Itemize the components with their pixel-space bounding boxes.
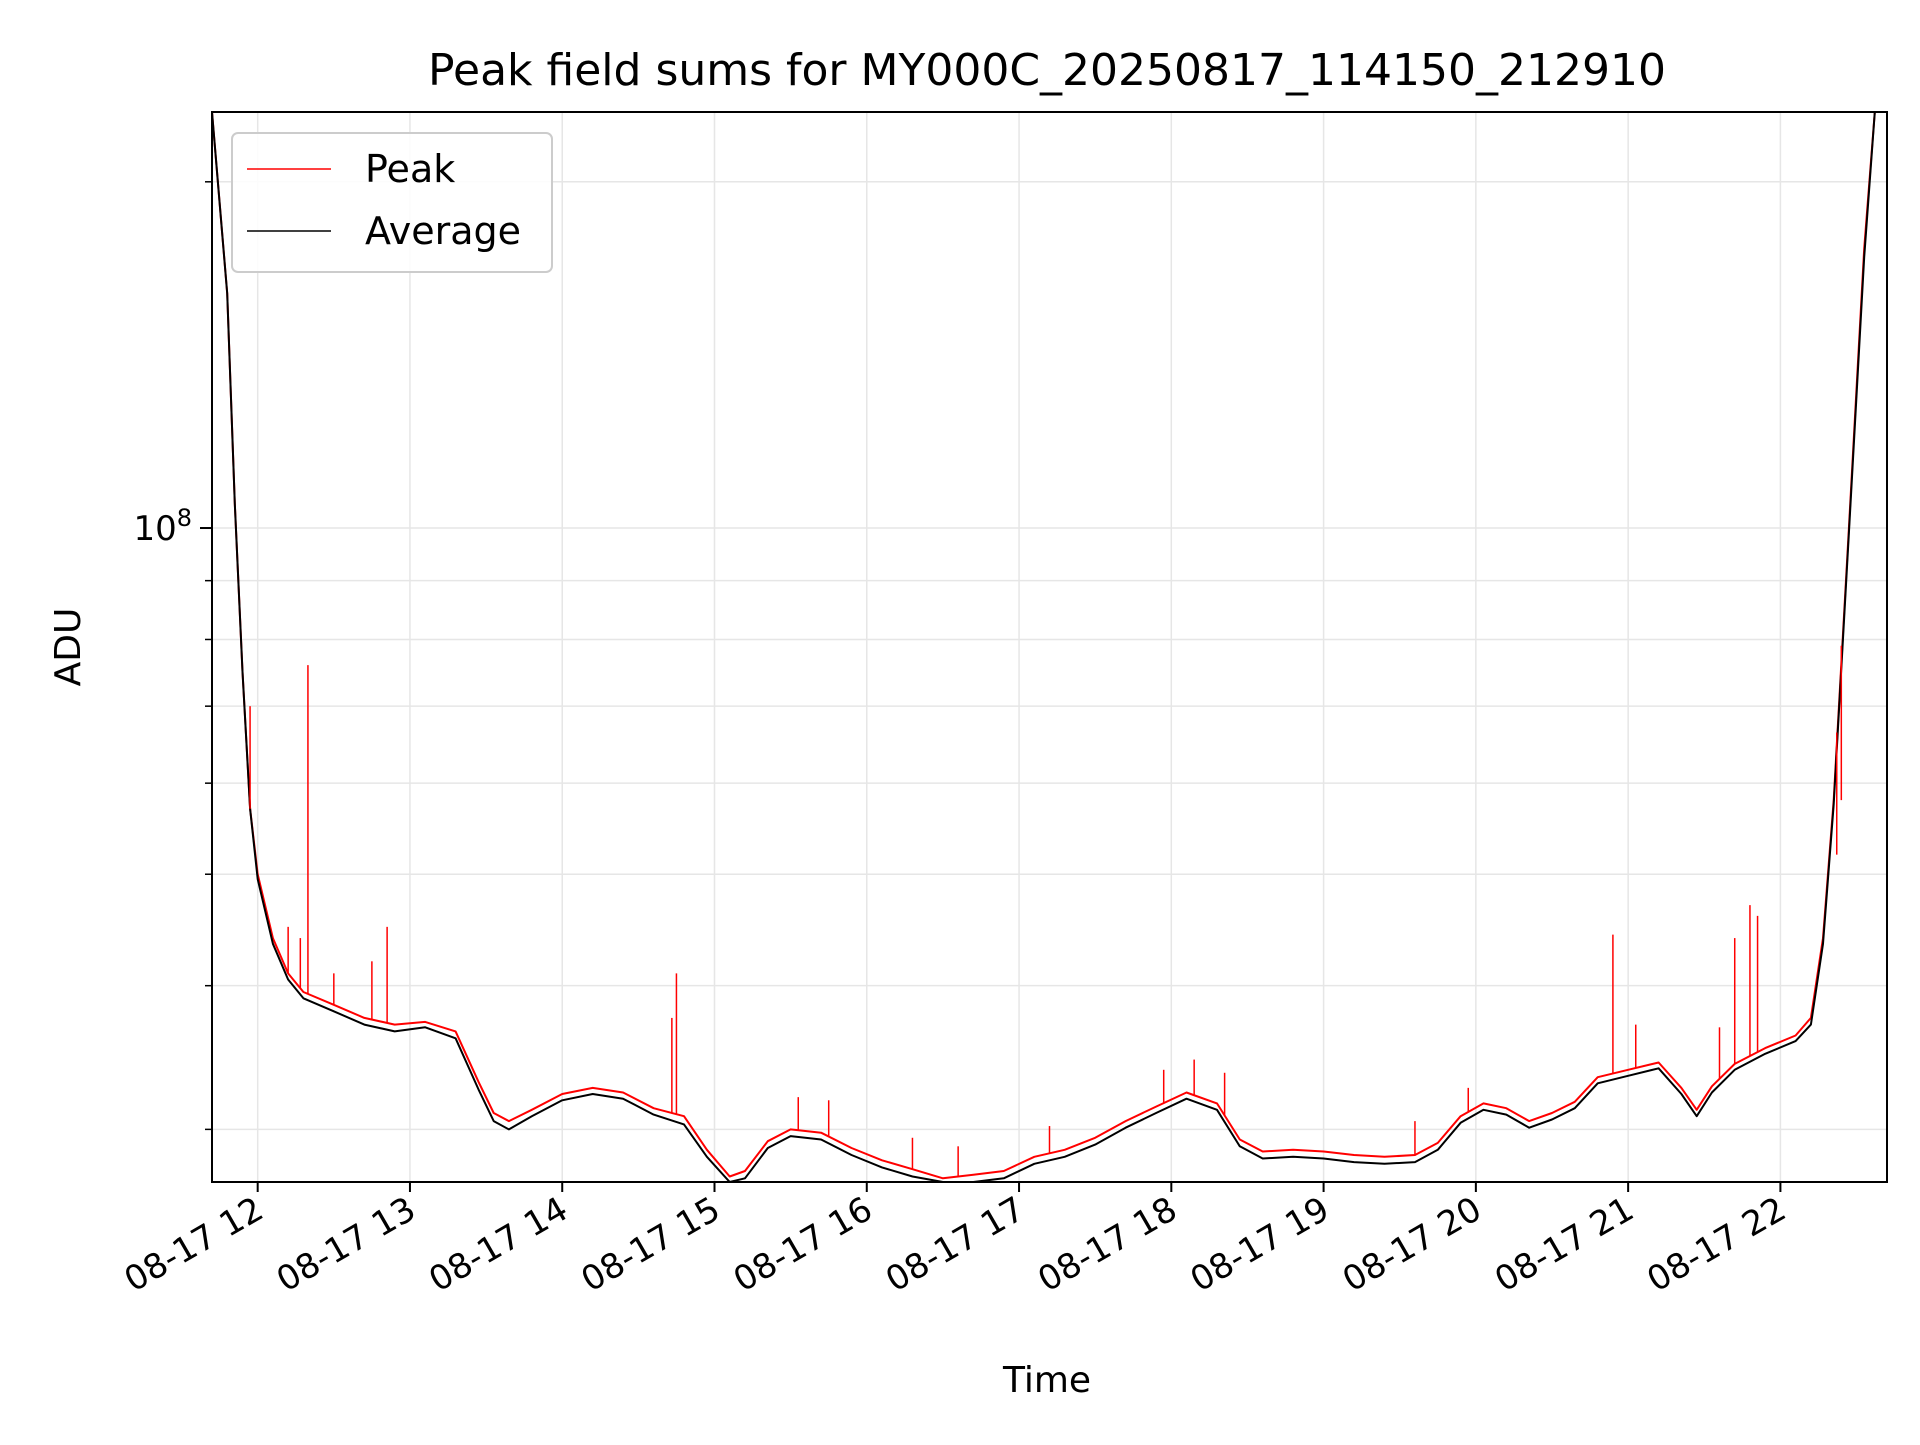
plot-frame	[211, 111, 1888, 1183]
legend-box	[231, 132, 553, 273]
legend-peak-label: Peak	[365, 147, 455, 191]
legend: Peak Average	[231, 132, 553, 273]
series-layer	[212, 112, 1876, 1182]
grid-layer	[212, 112, 1887, 1182]
series-line-average	[212, 112, 1876, 1182]
x-axis-label: Time	[1002, 1360, 1091, 1401]
legend-average-label: Average	[365, 209, 521, 253]
y-axis-ticks: 108	[133, 181, 212, 1131]
y-axis-label: ADU	[48, 608, 89, 687]
series-line-peak	[212, 112, 1876, 1180]
y-tick-label: 108	[133, 504, 192, 549]
chart-title: Peak field sums for MY000C_20250817_1141…	[428, 45, 1666, 96]
